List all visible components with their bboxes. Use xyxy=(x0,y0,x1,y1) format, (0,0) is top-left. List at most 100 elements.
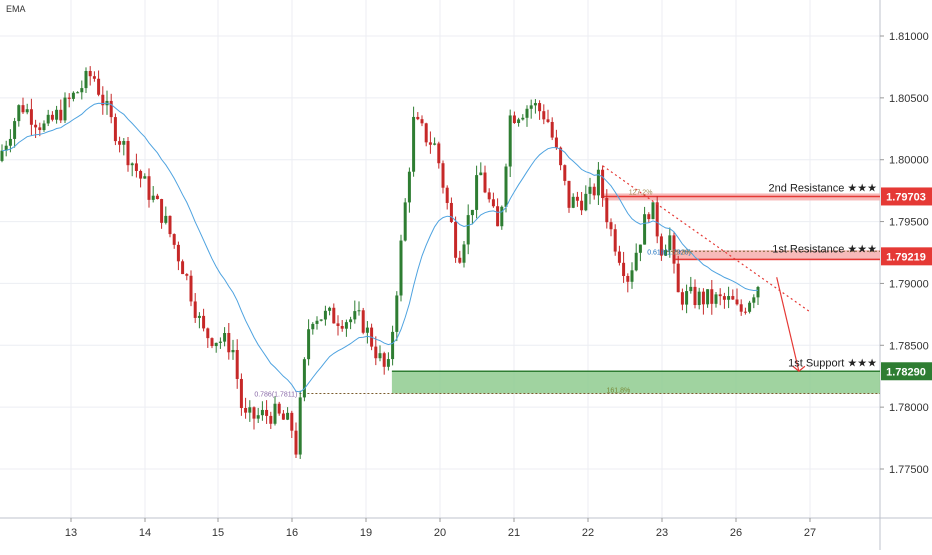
candle-body xyxy=(529,105,533,109)
candle xyxy=(286,407,290,421)
candle-body xyxy=(294,430,298,455)
candle xyxy=(538,100,542,120)
candle-body xyxy=(302,359,306,398)
x-tick-label: 15 xyxy=(212,527,224,539)
candle xyxy=(8,129,12,153)
candle xyxy=(151,186,155,203)
candle-body xyxy=(67,97,71,99)
candle-body xyxy=(172,234,176,245)
candle xyxy=(378,345,382,362)
candle-body xyxy=(63,97,67,121)
candle-body xyxy=(336,323,340,327)
candle-body xyxy=(361,310,365,333)
candle xyxy=(130,162,134,177)
candle-body xyxy=(424,123,428,143)
candle xyxy=(722,292,726,309)
candle-body xyxy=(676,263,680,293)
candle xyxy=(613,224,617,256)
candle-body xyxy=(143,176,147,179)
candle xyxy=(517,117,521,127)
candle-body xyxy=(487,192,491,200)
candle xyxy=(126,137,130,172)
candle-body xyxy=(475,175,479,210)
x-tick-label: 23 xyxy=(656,527,668,539)
candle-body xyxy=(630,270,634,282)
y-tick-label: 1.77500 xyxy=(889,464,929,476)
candle-body xyxy=(176,244,180,262)
resistance1-zone xyxy=(675,250,880,261)
candle xyxy=(428,131,432,154)
candle xyxy=(706,289,710,308)
candle-body xyxy=(130,163,134,166)
candle xyxy=(571,193,575,209)
candle-body xyxy=(605,198,609,223)
fib-127-label: 127.2% xyxy=(629,189,653,196)
candle-body xyxy=(722,296,726,300)
candle xyxy=(214,342,218,353)
candle xyxy=(189,270,193,307)
candle xyxy=(332,303,336,324)
candle-body xyxy=(689,286,693,292)
candle xyxy=(139,169,143,188)
fib-618-left-label: 0.618(1.7926) xyxy=(647,249,691,256)
candle xyxy=(437,141,441,169)
candle xyxy=(638,244,642,262)
candle xyxy=(550,117,554,141)
candle xyxy=(479,162,483,176)
support1-price-tag-text: 1.78290 xyxy=(886,366,926,378)
candle-body xyxy=(748,302,752,312)
candle-body xyxy=(365,327,369,333)
descending-trendline xyxy=(602,165,811,313)
candle-body xyxy=(281,413,285,420)
candle xyxy=(500,205,504,230)
candle xyxy=(596,162,600,206)
candle xyxy=(714,292,718,308)
candle xyxy=(685,284,689,314)
candle xyxy=(197,312,201,329)
x-tick-label: 19 xyxy=(360,527,372,539)
candle xyxy=(533,99,537,114)
candle xyxy=(433,137,437,146)
candle-body xyxy=(504,166,508,207)
candle-body xyxy=(97,78,101,95)
candle-body xyxy=(210,338,214,347)
candle-body xyxy=(315,320,319,324)
candle xyxy=(601,165,605,207)
candle-body xyxy=(202,315,206,329)
candle xyxy=(55,105,59,124)
candle xyxy=(181,259,185,275)
support-zone xyxy=(391,371,880,394)
candle-body xyxy=(139,170,143,179)
candle-body xyxy=(462,244,466,263)
candle xyxy=(584,185,588,212)
y-tick-label: 1.78500 xyxy=(889,340,929,352)
candle-body xyxy=(340,326,344,329)
candle xyxy=(701,288,705,315)
candle-body xyxy=(118,141,122,145)
candle xyxy=(260,401,264,421)
candle xyxy=(223,327,227,347)
candle xyxy=(76,91,80,94)
candle xyxy=(563,164,567,186)
x-tick-label: 27 xyxy=(804,527,816,539)
candle-body xyxy=(307,329,311,360)
resistance1-label: 1st Resistance ★★★ xyxy=(772,243,877,255)
candle-body xyxy=(42,123,46,131)
candle-body xyxy=(508,115,512,167)
candle-body xyxy=(155,195,159,200)
candle-body xyxy=(559,147,563,166)
candle xyxy=(521,114,525,121)
candle xyxy=(680,288,684,311)
candle-body xyxy=(479,172,483,176)
candle xyxy=(710,279,714,315)
candle-body xyxy=(437,143,441,164)
candle xyxy=(475,165,479,219)
candles xyxy=(0,66,760,459)
candle xyxy=(718,288,722,306)
candle-body xyxy=(168,215,172,235)
candle-body xyxy=(546,119,550,122)
fib-786-left-label: 0.786(1.7811) xyxy=(254,392,297,399)
fib-1618-label: 161.8% xyxy=(607,388,631,395)
